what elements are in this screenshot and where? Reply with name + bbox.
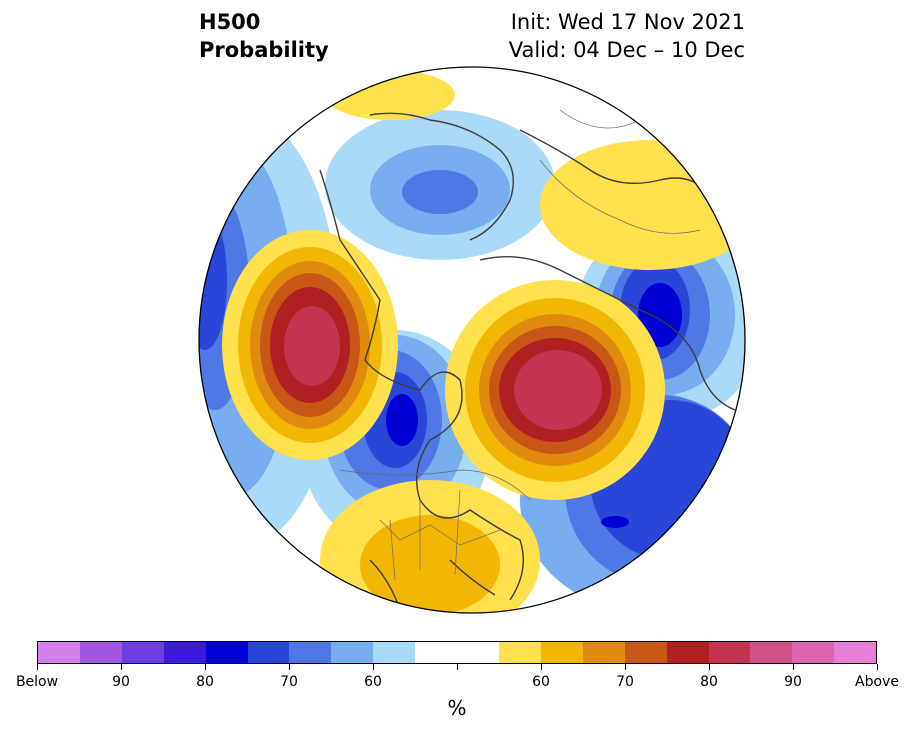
product-title: Probability	[199, 38, 329, 62]
colorbar-segment	[834, 642, 877, 663]
colorbar-segment	[582, 642, 625, 663]
colorbar-segment	[247, 642, 290, 663]
colorbar-tick	[792, 664, 794, 670]
map-disk	[199, 67, 745, 613]
colorbar-segment	[79, 642, 122, 663]
title-right: Init: Wed 17 Nov 2021 Valid: 04 Dec – 10…	[509, 8, 745, 64]
colorbar-segment	[373, 642, 416, 663]
colorbar-tick-label: 80	[700, 674, 718, 690]
colorbar-segment	[666, 642, 709, 663]
colorbar-segment	[121, 642, 164, 663]
colorbar-tick	[540, 664, 542, 670]
title-left: H500 Probability	[199, 8, 329, 64]
borders	[339, 109, 701, 581]
colorbar-tick	[372, 664, 374, 670]
colorbar-tick-label: 70	[280, 674, 298, 690]
init-date: Init: Wed 17 Nov 2021	[510, 10, 745, 34]
valid-range: Valid: 04 Dec – 10 Dec	[508, 38, 745, 62]
colorbar-segment	[289, 642, 332, 663]
colorbar-tick-label: Above	[855, 674, 899, 690]
colorbar-segment	[624, 642, 667, 663]
colorbar-tick	[708, 664, 710, 670]
colorbar-tick-label: 80	[196, 674, 214, 690]
colorbar-tick	[120, 664, 122, 670]
colorbar-segment	[163, 642, 206, 663]
colorbar-segment	[205, 642, 248, 663]
variable-title: H500	[199, 10, 261, 34]
colorbar-tick	[876, 664, 878, 670]
colorbar-segment	[750, 642, 793, 663]
colorbar-tick-label: 90	[112, 674, 130, 690]
colorbar-tick	[36, 664, 38, 670]
colorbar-segment	[708, 642, 751, 663]
colorbar-segment	[540, 642, 583, 663]
colorbar-unit: %	[447, 696, 467, 720]
colorbar	[37, 641, 877, 664]
colorbar-tick-label: 90	[784, 674, 802, 690]
colorbar-segment	[498, 642, 541, 663]
colorbar-tick-label: Below	[15, 674, 59, 690]
colorbar-tick	[204, 664, 206, 670]
colorbar-tick-label: 70	[616, 674, 634, 690]
colorbar-tick-label: 60	[532, 674, 550, 690]
map-boundary	[198, 66, 746, 614]
colorbar-segment	[457, 642, 499, 663]
colorbar-tick	[624, 664, 626, 670]
colorbar-tick	[456, 664, 458, 670]
colorbar-segment	[792, 642, 835, 663]
colorbar-segment	[331, 642, 374, 663]
colorbar-segment	[38, 642, 80, 663]
colorbar-tick	[288, 664, 290, 670]
colorbar-tick-label: 60	[364, 674, 382, 690]
colorbar-segment	[415, 642, 458, 663]
